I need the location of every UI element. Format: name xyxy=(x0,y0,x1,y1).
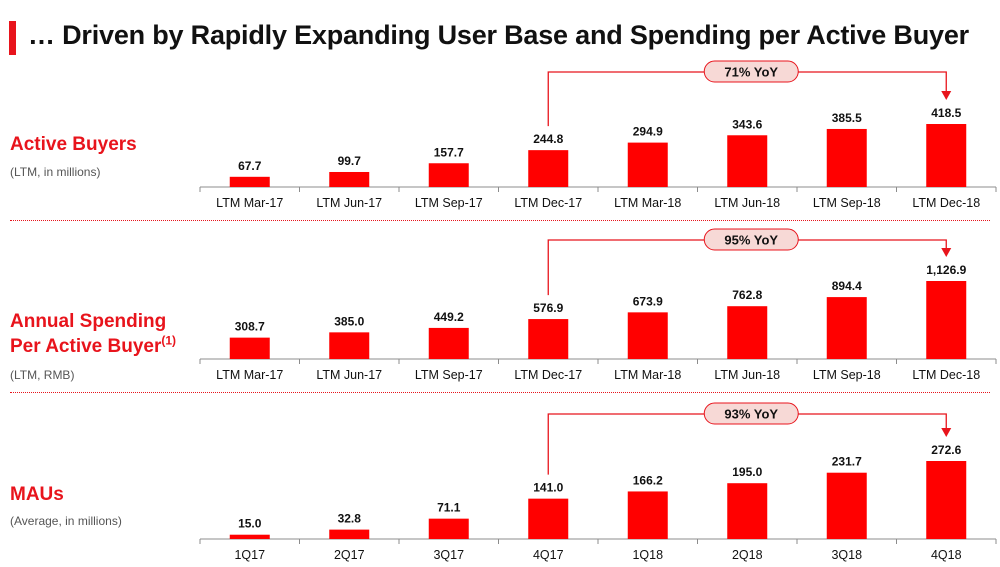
active-buyers-label-text: Active Buyers xyxy=(10,134,137,155)
data-label: 71.1 xyxy=(437,501,461,515)
tick-label: 3Q18 xyxy=(831,548,862,562)
bar xyxy=(627,312,668,359)
data-label: 308.7 xyxy=(235,320,265,334)
spending-label-line-2: Per Active Buyer xyxy=(10,336,162,357)
data-label: 195.0 xyxy=(732,465,762,479)
data-label: 32.8 xyxy=(338,512,362,526)
tick-label: LTM Dec-17 xyxy=(514,368,582,382)
footnote-marker: (1) xyxy=(161,333,177,348)
active-buyers-subtitle: (LTM, in millions) xyxy=(10,165,101,179)
tick-label: LTM Mar-17 xyxy=(216,368,283,382)
bar xyxy=(826,297,867,359)
tick-label: LTM Jun-18 xyxy=(714,196,780,210)
data-label: 894.4 xyxy=(832,279,862,293)
section-divider xyxy=(10,392,990,393)
page-title: … Driven by Rapidly Expanding User Base … xyxy=(28,20,969,50)
data-label: 673.9 xyxy=(633,294,663,308)
tick-label: LTM Dec-18 xyxy=(912,196,980,210)
section-divider xyxy=(10,220,990,221)
data-label: 343.6 xyxy=(732,117,762,131)
data-label: 15.0 xyxy=(238,517,262,531)
tick-label: 2Q17 xyxy=(334,548,365,562)
data-label: 762.8 xyxy=(732,288,762,302)
bar xyxy=(826,128,867,187)
bar xyxy=(826,472,867,539)
bar xyxy=(329,332,370,359)
yoy-label: 93% YoY xyxy=(724,407,778,422)
data-label: 157.7 xyxy=(434,145,464,159)
bar xyxy=(229,337,270,359)
tick-label: LTM Mar-17 xyxy=(216,196,283,210)
bar xyxy=(926,281,967,359)
data-label: 166.2 xyxy=(633,473,663,487)
tick-label: 1Q17 xyxy=(234,548,265,562)
data-label: 294.9 xyxy=(633,125,663,139)
bar xyxy=(329,529,370,539)
tick-label: 3Q17 xyxy=(433,548,464,562)
spending-label: Annual Spending Per Active Buyer(1) xyxy=(10,309,176,359)
spending-label-line-1: Annual Spending xyxy=(10,311,167,332)
active-buyers-chart: 67.7 LTM Mar-17 99.7 LTM Jun-17 157.7 LTM Sep… xyxy=(199,60,997,210)
maus-label: MAUs xyxy=(10,482,64,507)
tick-label: LTM Sep-18 xyxy=(813,368,881,382)
data-label: 231.7 xyxy=(832,455,862,469)
data-label: 272.6 xyxy=(931,443,961,457)
data-label: 385.0 xyxy=(334,314,364,328)
tick-label: 1Q18 xyxy=(632,548,663,562)
maus-label-text: MAUs xyxy=(10,484,64,505)
active-buyers-label: Active Buyers xyxy=(10,132,137,157)
bar xyxy=(528,150,569,187)
tick-label: LTM Mar-18 xyxy=(614,196,681,210)
data-label: 1,126.9 xyxy=(926,263,966,277)
yoy-pill xyxy=(703,228,799,251)
yoy-arrowhead xyxy=(941,91,952,100)
data-label: 244.8 xyxy=(533,132,563,146)
bar xyxy=(627,491,668,539)
data-label: 67.7 xyxy=(238,159,262,173)
yoy-arrowhead xyxy=(941,428,952,437)
tick-label: 4Q17 xyxy=(533,548,564,562)
tick-label: 4Q18 xyxy=(931,548,962,562)
bar xyxy=(428,518,469,539)
bar xyxy=(229,176,270,187)
tick-label: LTM Jun-17 xyxy=(316,368,382,382)
tick-label: LTM Sep-18 xyxy=(813,196,881,210)
bar xyxy=(727,483,768,539)
spending-per-buyer-chart: 308.7 LTM Mar-17 385.0 LTM Jun-17 449.2 LTM S… xyxy=(199,228,997,382)
bar xyxy=(627,142,668,187)
title-accent-bar xyxy=(9,21,16,55)
tick-label: LTM Dec-18 xyxy=(912,368,980,382)
bar xyxy=(727,306,768,359)
data-label: 449.2 xyxy=(434,310,464,324)
bar xyxy=(329,171,370,187)
yoy-pill xyxy=(703,402,799,425)
tick-label: LTM Jun-18 xyxy=(714,368,780,382)
data-label: 576.9 xyxy=(533,301,563,315)
tick-label: LTM Jun-17 xyxy=(316,196,382,210)
tick-label: LTM Sep-17 xyxy=(415,196,483,210)
tick-label: 2Q18 xyxy=(732,548,763,562)
tick-label: LTM Dec-17 xyxy=(514,196,582,210)
bar xyxy=(428,163,469,187)
maus-subtitle: (Average, in millions) xyxy=(10,514,122,528)
tick-label: LTM Sep-17 xyxy=(415,368,483,382)
spending-subtitle: (LTM, RMB) xyxy=(10,368,75,382)
bar xyxy=(528,319,569,359)
bar xyxy=(926,461,967,539)
data-label: 141.0 xyxy=(533,481,563,495)
data-label: 99.7 xyxy=(338,154,362,168)
data-label: 385.5 xyxy=(832,111,862,125)
tick-label: LTM Mar-18 xyxy=(614,368,681,382)
bar xyxy=(428,327,469,359)
yoy-pill xyxy=(703,60,799,83)
yoy-label: 71% YoY xyxy=(724,65,778,80)
bar xyxy=(926,124,967,187)
bar xyxy=(528,498,569,539)
yoy-arrowhead xyxy=(941,248,952,257)
bar xyxy=(229,534,270,539)
data-label: 418.5 xyxy=(931,106,961,120)
bar xyxy=(727,135,768,187)
yoy-label: 95% YoY xyxy=(724,233,778,248)
